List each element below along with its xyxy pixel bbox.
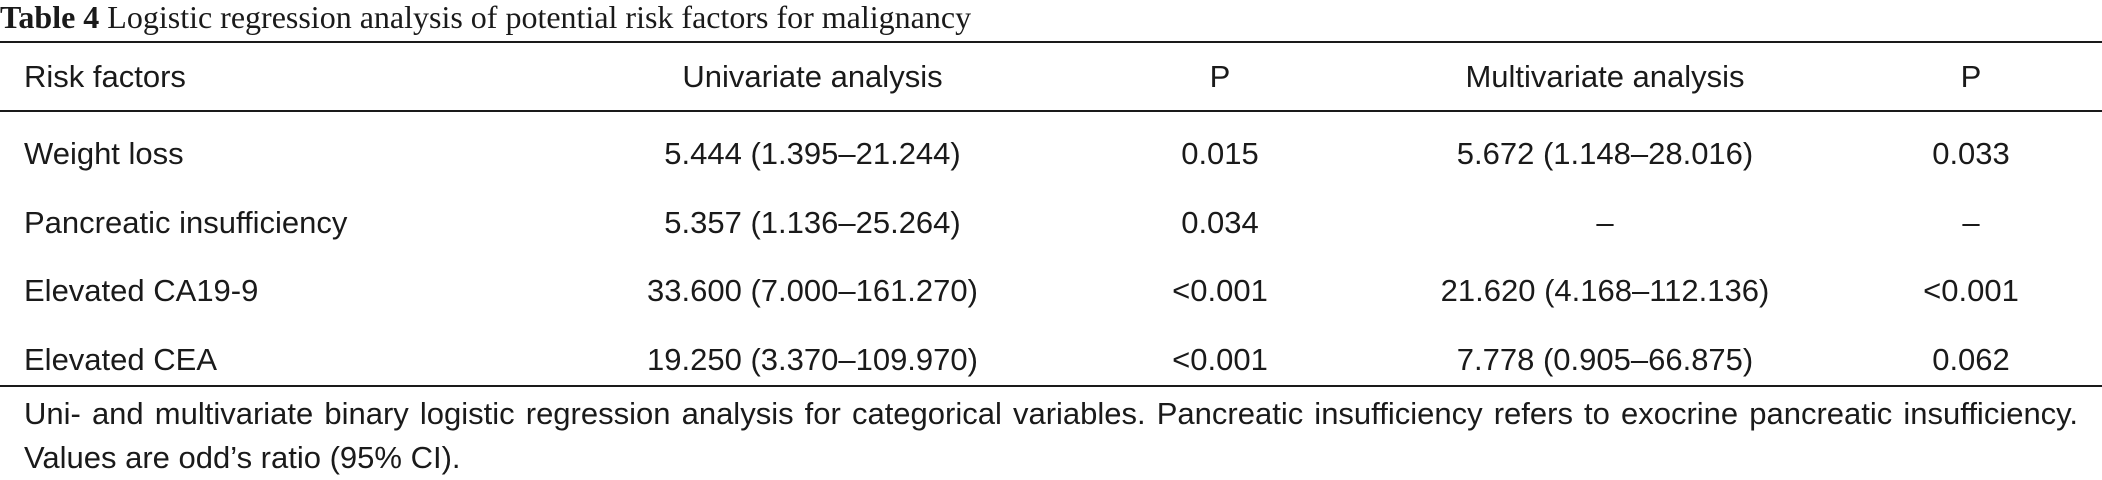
cell-univariate: 5.444 (1.395–21.244) [664, 136, 961, 172]
cell-p-multivariate: 0.033 [1932, 136, 2010, 172]
cell-risk-factor: Pancreatic insufficiency [24, 204, 348, 240]
cell-risk-factor: Elevated CA19-9 [24, 273, 259, 309]
cell-univariate: 5.357 (1.136–25.264) [664, 204, 961, 240]
header-p-univariate: P [1209, 58, 1231, 94]
cell-p-multivariate: 0.062 [1932, 341, 2010, 377]
cell-p-univariate: <0.001 [1172, 341, 1268, 377]
cell-p-multivariate: <0.001 [1923, 273, 2019, 309]
cell-univariate: 19.250 (3.370–109.970) [647, 341, 978, 377]
cell-univariate: 33.600 (7.000–161.270) [647, 273, 978, 309]
header-risk-factors: Risk factors [24, 58, 186, 94]
table-row: Pancreatic insufficiency 5.357 (1.136–25… [0, 189, 2102, 258]
table-footnote: Uni- and multivariate binary logistic re… [24, 396, 2078, 475]
cell-p-multivariate: – [1962, 204, 1980, 240]
cell-p-univariate: 0.015 [1181, 136, 1259, 172]
table-row: Elevated CA19-9 33.600 (7.000–161.270) <… [0, 257, 2102, 326]
header-p-multivariate: P [1960, 58, 1982, 94]
header-multivariate: Multivariate analysis [1465, 58, 1745, 94]
table-header-rule [0, 110, 2102, 112]
table-row: Weight loss 5.444 (1.395–21.244) 0.015 5… [0, 120, 2102, 189]
header-univariate: Univariate analysis [682, 58, 943, 94]
cell-multivariate: 21.620 (4.168–112.136) [1440, 273, 1770, 309]
table-caption-text: Logistic regression analysis of potentia… [107, 0, 972, 35]
cell-multivariate: – [1596, 204, 1614, 240]
table-row: Elevated CEA 19.250 (3.370–109.970) <0.0… [0, 326, 2102, 395]
table-bottom-rule [0, 385, 2102, 387]
cell-multivariate: 5.672 (1.148–28.016) [1456, 136, 1754, 172]
cell-p-univariate: 0.034 [1181, 204, 1259, 240]
table-caption: Table 4 Logistic regression analysis of … [0, 0, 971, 40]
cell-multivariate: 7.778 (0.905–66.875) [1456, 341, 1754, 377]
table-header-row: Risk factors Univariate analysis P Multi… [0, 43, 2102, 110]
table-caption-label: Table 4 [0, 0, 100, 35]
regression-table: Risk factors Univariate analysis P Multi… [0, 43, 2102, 394]
cell-p-univariate: <0.001 [1172, 273, 1268, 309]
cell-risk-factor: Elevated CEA [24, 341, 217, 377]
table-top-rule [0, 41, 2102, 43]
cell-risk-factor: Weight loss [24, 136, 184, 172]
